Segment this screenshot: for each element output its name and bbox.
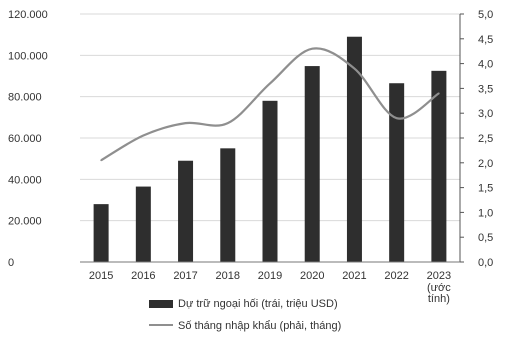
bar-2015 (93, 204, 109, 262)
x-axis-tick-label: 2019 (258, 270, 282, 282)
bar-2021 (346, 36, 362, 262)
right-axis-tick-label: 3,5 (478, 83, 493, 95)
line-point-2023 (438, 92, 440, 95)
line-point-2019 (269, 82, 271, 85)
x-axis-tick-label: 2020 (300, 270, 324, 282)
x-axis-tick-sublabel: tính) (428, 293, 450, 305)
bar-2022 (389, 83, 405, 262)
legend-bar-swatch (149, 300, 173, 308)
left-axis-tick-label: 80.000 (8, 92, 42, 104)
right-axis-tick-label: 4,5 (478, 34, 493, 46)
line-layer (100, 47, 440, 162)
x-axis-tick-label: 2022 (384, 270, 408, 282)
left-axis-tick-label: 100.000 (8, 50, 48, 62)
bar-2020 (304, 66, 320, 262)
x-axis-tick-label: 2017 (173, 270, 197, 282)
line-point-2021 (353, 67, 356, 70)
bar-2023 (431, 70, 447, 262)
line-point-2020 (311, 47, 314, 50)
x-axis-tick-sublabel: (ước (427, 282, 451, 294)
line-point-2015 (100, 159, 102, 162)
right-axis-tick-label: 1,5 (478, 183, 493, 195)
bar-2018 (220, 148, 236, 262)
x-axis-tick-label: 2016 (131, 270, 155, 282)
legend: Dự trữ ngoại hối (trái, triệu USD) Số th… (149, 298, 341, 332)
legend-bar-label: Dự trữ ngoại hối (trái, triệu USD) (178, 298, 338, 310)
bar-layer (93, 36, 447, 262)
left-axis-tick-label: 120.000 (8, 9, 48, 21)
x-axis-tick-label: 2018 (216, 270, 240, 282)
x-axis-tick-label: 2023 (427, 270, 451, 282)
left-axis-tick-label: 60.000 (8, 133, 42, 145)
right-axis-tick-label: 5,0 (478, 9, 493, 21)
left-axis-tick-label: 20.000 (8, 216, 42, 228)
right-axis-tick-label: 1,0 (478, 207, 493, 219)
right-axis-tick-label: 4,0 (478, 59, 493, 71)
right-axis-tick-label: 2,0 (478, 158, 493, 170)
axis-layer: 0 20.000 40.000 60.000 80.000 100.000 120.000 0… (8, 9, 493, 305)
line-point-2022 (395, 117, 398, 119)
bar-2017 (178, 160, 194, 262)
bar-2016 (135, 186, 151, 262)
x-axis-tick-label: 2015 (89, 270, 113, 282)
line-point-2017 (184, 122, 187, 124)
x-axis-tick-label: 2021 (342, 270, 366, 282)
right-axis-tick-label: 2,5 (478, 133, 493, 145)
left-axis-tick-label: 0 (8, 257, 14, 269)
line-point-2016 (142, 134, 145, 137)
right-axis-tick-label: 0,0 (478, 257, 493, 269)
line-point-2018 (226, 122, 229, 124)
legend-line-label: Số tháng nhập khẩu (phải, tháng) (178, 320, 341, 332)
bar-2019 (262, 100, 278, 262)
right-axis-tick-label: 3,0 (478, 108, 493, 120)
right-axis-tick-label: 0,5 (478, 232, 493, 244)
left-axis-tick-label: 40.000 (8, 174, 42, 186)
